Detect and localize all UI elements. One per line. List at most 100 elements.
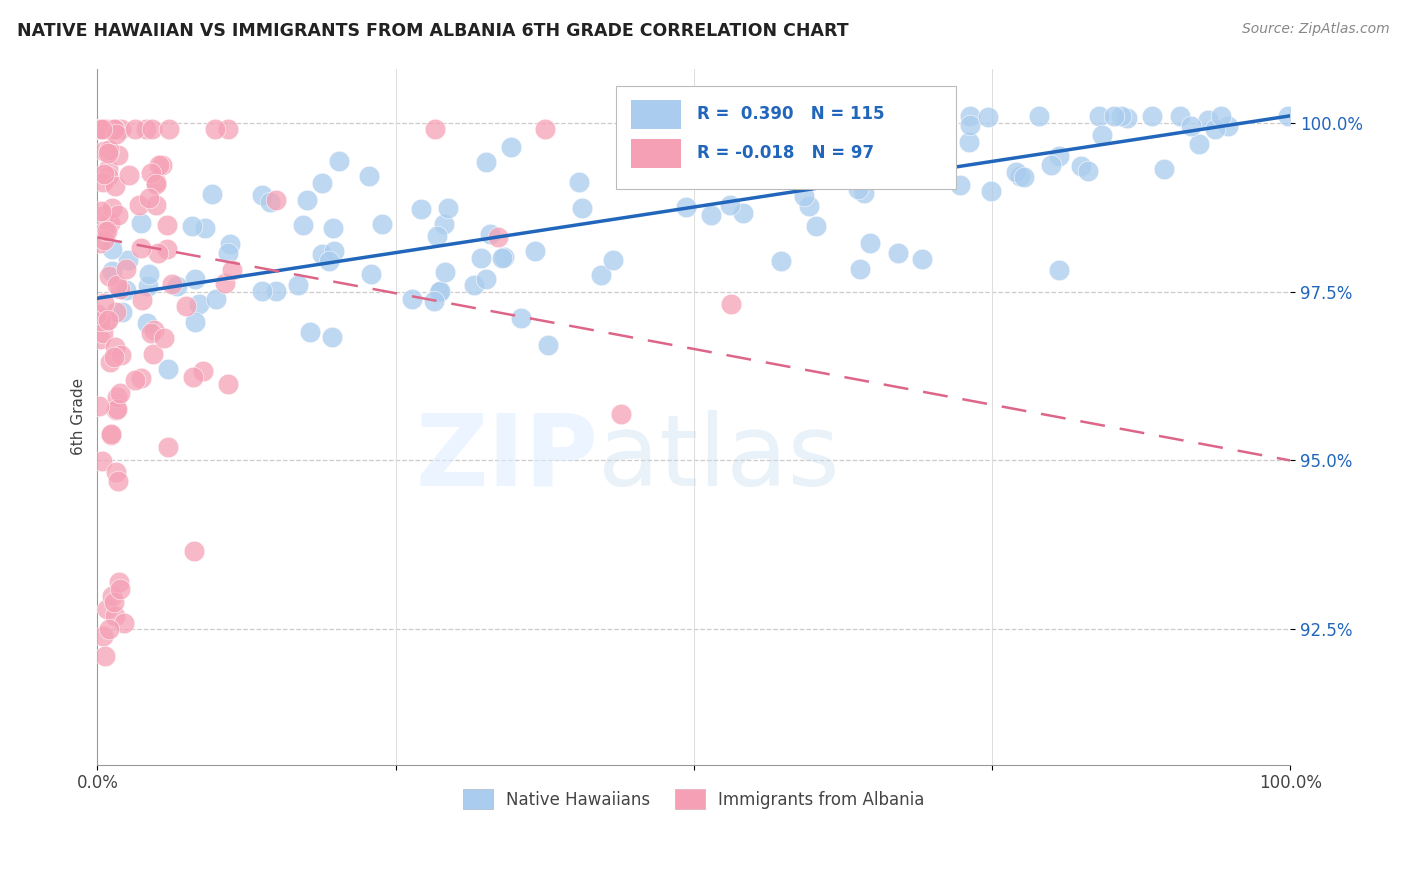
Point xyxy=(328,154,350,169)
Point xyxy=(980,184,1002,198)
Point xyxy=(156,218,179,232)
Point xyxy=(626,141,648,155)
Point xyxy=(311,176,333,190)
Point xyxy=(675,200,697,214)
Point xyxy=(323,244,346,258)
Point xyxy=(1197,112,1219,127)
Point xyxy=(104,402,127,417)
Point xyxy=(139,166,162,180)
Point xyxy=(887,245,910,260)
Point xyxy=(141,122,163,136)
Point xyxy=(96,602,118,616)
Point xyxy=(287,278,309,293)
Point xyxy=(201,187,224,202)
Point xyxy=(128,198,150,212)
Point xyxy=(793,189,815,203)
Point xyxy=(105,402,128,417)
Point xyxy=(957,136,980,150)
Text: Source: ZipAtlas.com: Source: ZipAtlas.com xyxy=(1241,22,1389,37)
Point xyxy=(1047,262,1070,277)
Point xyxy=(108,575,131,590)
Point xyxy=(96,224,118,238)
Point xyxy=(1070,159,1092,173)
Point xyxy=(101,201,124,215)
Point xyxy=(1116,112,1139,126)
Y-axis label: 6th Grade: 6th Grade xyxy=(72,378,86,455)
Point xyxy=(426,229,449,244)
Point xyxy=(479,227,502,241)
Point xyxy=(204,122,226,136)
Point xyxy=(183,543,205,558)
Point xyxy=(101,242,124,256)
Point xyxy=(157,122,180,136)
Point xyxy=(1077,163,1099,178)
Point xyxy=(105,390,128,404)
Point xyxy=(959,118,981,132)
Point xyxy=(104,608,127,623)
Point xyxy=(93,649,115,664)
Point xyxy=(98,355,121,369)
Text: R =  0.390   N = 115: R = 0.390 N = 115 xyxy=(697,104,884,123)
Point xyxy=(138,191,160,205)
Point xyxy=(90,453,112,467)
Point xyxy=(97,161,120,176)
Point xyxy=(148,246,170,260)
Point xyxy=(1188,136,1211,151)
Point xyxy=(486,230,509,244)
Point xyxy=(217,246,239,260)
Point xyxy=(731,205,754,219)
Point xyxy=(949,178,972,192)
Point xyxy=(111,305,134,319)
Text: ZIP: ZIP xyxy=(415,409,599,507)
Point xyxy=(499,140,522,154)
Point xyxy=(184,272,207,286)
Point xyxy=(104,122,127,136)
Point xyxy=(634,115,657,129)
Point xyxy=(804,219,827,234)
Point xyxy=(571,201,593,215)
Point xyxy=(166,279,188,293)
Point xyxy=(524,244,547,258)
Point xyxy=(568,175,591,189)
Point xyxy=(264,194,287,208)
Point xyxy=(298,325,321,339)
Point xyxy=(148,158,170,172)
Point xyxy=(1277,109,1299,123)
Point xyxy=(97,169,120,184)
Point xyxy=(107,147,129,161)
Point xyxy=(91,629,114,643)
Point xyxy=(112,615,135,630)
Point xyxy=(86,308,108,322)
Point xyxy=(718,197,741,211)
Point xyxy=(108,582,131,596)
Point xyxy=(411,202,433,217)
Point xyxy=(107,208,129,222)
Point xyxy=(259,194,281,209)
Point xyxy=(700,208,723,222)
Point xyxy=(110,348,132,362)
Point xyxy=(90,314,112,328)
Point xyxy=(911,252,934,266)
Point xyxy=(181,370,204,384)
Point xyxy=(217,122,239,136)
Point xyxy=(98,623,121,637)
Point xyxy=(609,407,631,421)
Point xyxy=(98,143,121,157)
Point xyxy=(853,186,876,200)
Point xyxy=(96,314,118,328)
Point xyxy=(131,371,153,385)
Point xyxy=(425,122,447,136)
Point xyxy=(429,284,451,298)
Point xyxy=(94,224,117,238)
Text: atlas: atlas xyxy=(599,409,839,507)
Point xyxy=(89,400,111,414)
Point xyxy=(357,169,380,184)
Text: R = -0.018   N = 97: R = -0.018 N = 97 xyxy=(697,144,875,161)
Point xyxy=(117,168,139,182)
Point xyxy=(371,218,394,232)
Point xyxy=(849,261,872,276)
Point xyxy=(318,253,340,268)
FancyBboxPatch shape xyxy=(630,139,681,168)
Point xyxy=(219,237,242,252)
Point xyxy=(475,272,498,286)
